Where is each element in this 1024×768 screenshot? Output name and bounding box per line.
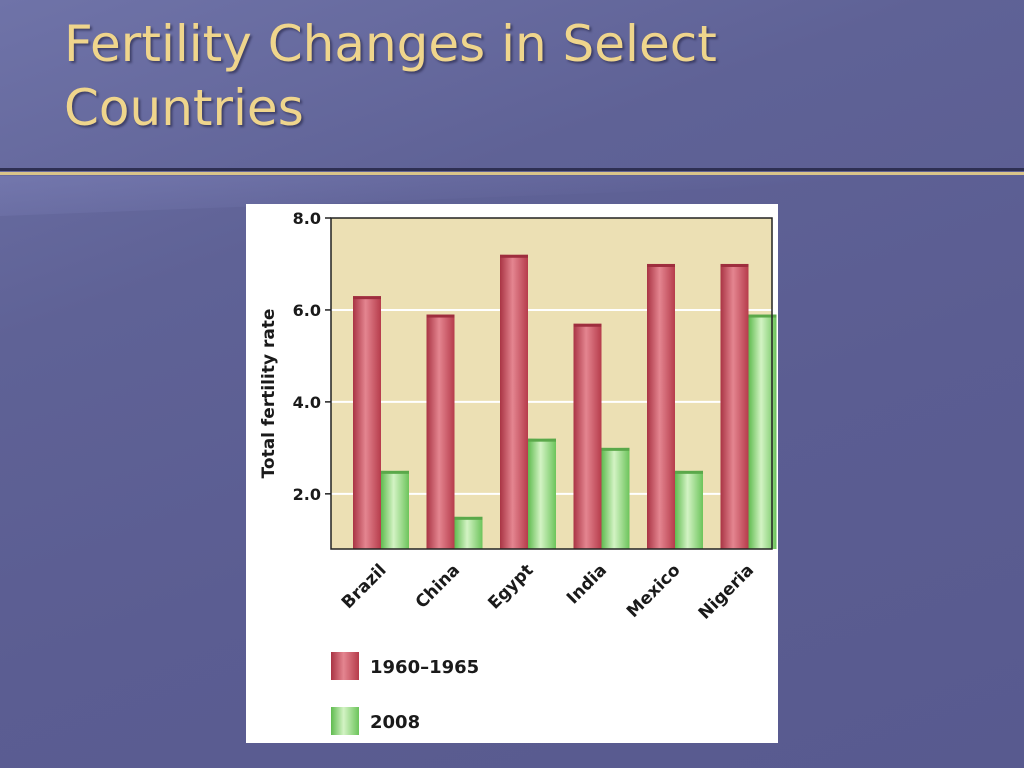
bar-cap bbox=[573, 323, 602, 327]
fertility-bar-chart: Brazil China Egypt India Mexico Nigeria 2.0 4.0… bbox=[259, 209, 777, 735]
bar-mexico-2008 bbox=[675, 470, 703, 549]
chart-figure: Brazil China Egypt India Mexico Nigeria 2.0 4.0… bbox=[246, 204, 778, 743]
category-label: Nigeria bbox=[695, 560, 758, 623]
bar-cap bbox=[720, 263, 749, 267]
bar-cap bbox=[353, 296, 381, 300]
bar-china-2008 bbox=[454, 516, 483, 549]
bar-cap bbox=[647, 263, 675, 267]
legend-label: 1960–1965 bbox=[370, 657, 479, 678]
y-tick-label: 8.0 bbox=[293, 209, 321, 228]
bar-india-2008 bbox=[601, 447, 630, 549]
category-label: India bbox=[563, 560, 611, 608]
bar-cap bbox=[601, 447, 630, 451]
bar-cap bbox=[381, 470, 409, 474]
legend-swatch-2008 bbox=[331, 707, 359, 735]
title-divider bbox=[0, 172, 1024, 175]
category-label: Brazil bbox=[338, 560, 391, 613]
bar-mexico-1960-1965 bbox=[647, 263, 675, 549]
plot-frame bbox=[330, 217, 773, 550]
bar-india-1960-1965 bbox=[573, 323, 602, 549]
y-tick-label: 6.0 bbox=[293, 301, 321, 320]
category-label: China bbox=[412, 560, 464, 612]
bar-egypt-2008 bbox=[528, 438, 556, 549]
bar-nigeria-1960-1965 bbox=[720, 263, 749, 549]
bar-cap bbox=[675, 470, 703, 474]
legend-swatch-1960-1965 bbox=[331, 652, 359, 680]
title-divider-shadow bbox=[0, 168, 1024, 171]
y-tick-label: 4.0 bbox=[293, 393, 321, 412]
category-label: Egypt bbox=[484, 560, 537, 613]
bar-cap bbox=[748, 314, 777, 318]
bar-cap bbox=[500, 254, 528, 258]
bar-egypt-1960-1965 bbox=[500, 254, 528, 549]
bar-brazil-1960-1965 bbox=[353, 296, 381, 549]
bar-cap bbox=[454, 516, 483, 520]
y-tick-label: 2.0 bbox=[293, 485, 321, 504]
category-label: Mexico bbox=[623, 560, 685, 622]
bar-cap bbox=[528, 438, 556, 442]
bar-brazil-2008 bbox=[381, 470, 409, 549]
legend-label: 2008 bbox=[370, 712, 420, 733]
slide-title: Fertility Changes in Select Countries bbox=[64, 15, 717, 137]
bar-cap bbox=[426, 314, 455, 318]
y-axis-label: Total fertility rate bbox=[259, 309, 279, 479]
bar-china-1960-1965 bbox=[426, 314, 455, 549]
